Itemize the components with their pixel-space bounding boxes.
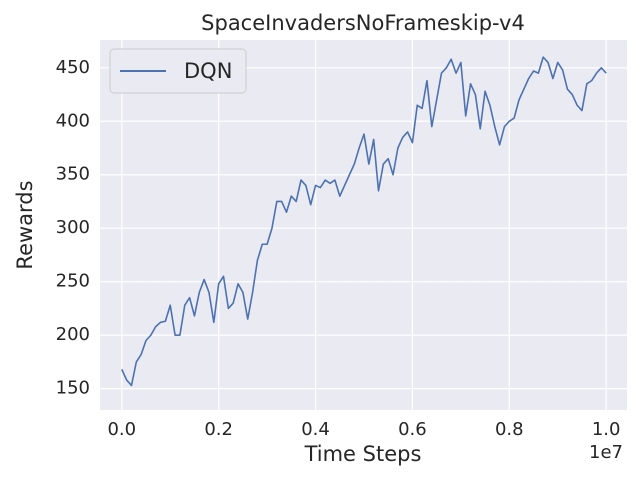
x-axis-label: Time Steps (304, 442, 422, 466)
y-tick-label: 250 (56, 271, 90, 292)
legend: DQN (109, 48, 247, 94)
y-tick-label: 450 (56, 57, 90, 78)
chart-title: SpaceInvadersNoFrameskip-v4 (201, 11, 525, 35)
plot-area (100, 40, 627, 410)
y-tick-label: 150 (56, 378, 90, 399)
x-tick-label: 0.8 (495, 419, 524, 440)
x-tick-label: 1.0 (592, 419, 621, 440)
x-tick-label: 0.2 (204, 419, 233, 440)
x-tick-label: 0.0 (107, 419, 136, 440)
x-tick-label: 0.6 (398, 419, 427, 440)
x-tick-label: 0.4 (301, 419, 330, 440)
data-line (121, 56, 607, 387)
y-tick-label: 400 (56, 110, 90, 131)
y-tick-label: 350 (56, 164, 90, 185)
legend-label: DQN (184, 59, 232, 83)
y-tick-label: 300 (56, 217, 90, 238)
y-tick-label: 200 (56, 324, 90, 345)
y-axis-label: Rewards (13, 180, 37, 269)
x-offset-label: 1e7 (589, 442, 623, 463)
legend-box (109, 48, 247, 94)
